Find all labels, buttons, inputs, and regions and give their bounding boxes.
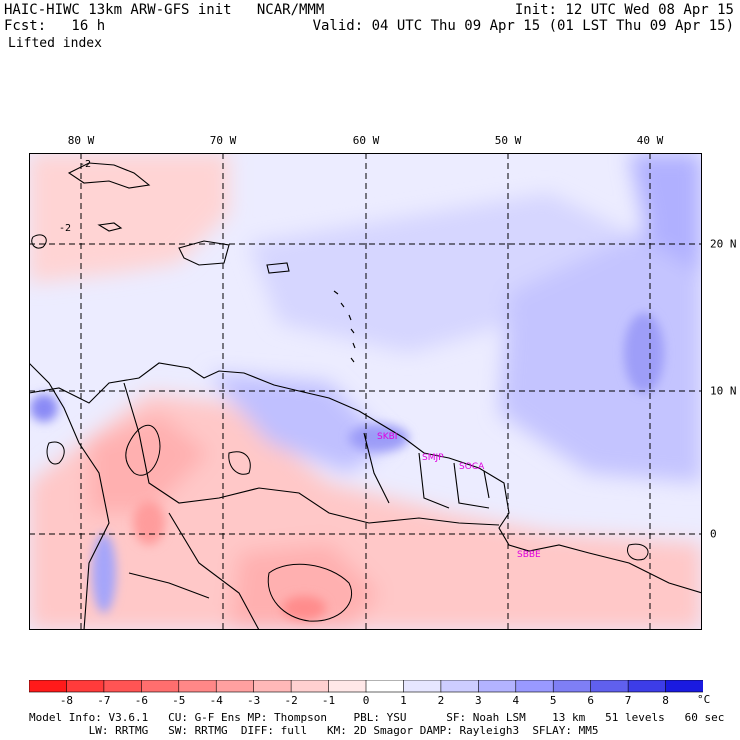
island-jamaica bbox=[97, 222, 123, 232]
colorbar-tick-label: -1 bbox=[321, 694, 336, 707]
colorbar-swatch bbox=[328, 680, 367, 693]
contour-nw bbox=[31, 234, 47, 249]
init-time: Init: 12 UTC Wed 08 Apr 15 bbox=[514, 2, 734, 18]
pacific-coast bbox=[29, 362, 110, 630]
colorbar-tick-label: 6 bbox=[587, 694, 594, 707]
field-negative-ne bbox=[629, 153, 702, 273]
colorbar-swatch bbox=[178, 680, 217, 693]
colorbar-swatch bbox=[478, 680, 517, 693]
border-lines-guianas bbox=[363, 432, 490, 509]
field-name: Lifted index bbox=[8, 36, 102, 51]
contour-label: -2 bbox=[79, 159, 91, 170]
colorbar bbox=[29, 680, 703, 693]
colorbar-swatch bbox=[215, 680, 255, 693]
colorbar-tick-label: -5 bbox=[172, 694, 186, 707]
station-labels: SKBI SMJP SOCA SBBE bbox=[377, 432, 541, 560]
contour-east-coast bbox=[627, 543, 649, 561]
lat-label-20n: 20 N bbox=[710, 237, 737, 251]
colorbar-tick-label: 3 bbox=[475, 694, 482, 707]
colorbar-unit: °C bbox=[697, 693, 711, 706]
lon-label-60w: 60 W bbox=[352, 134, 380, 147]
coastlines bbox=[29, 162, 702, 630]
station-sbbe: SBBE bbox=[517, 550, 541, 560]
colorbar-tick-label: -3 bbox=[247, 694, 261, 707]
colorbar-swatch bbox=[365, 680, 405, 693]
lon-label-70w: 70 W bbox=[209, 134, 237, 147]
field-positive-peak bbox=[282, 596, 326, 620]
field-strong-negative-pacific bbox=[30, 394, 58, 422]
field-positive-amazon bbox=[229, 543, 379, 630]
colorbar-tick-label: 2 bbox=[437, 694, 445, 707]
contour-lines bbox=[31, 234, 649, 622]
colorbar-swatch bbox=[290, 680, 330, 693]
colorbar-tick-label: -4 bbox=[209, 694, 223, 707]
south-america-coast bbox=[29, 362, 702, 594]
field-positive-colombia bbox=[133, 501, 165, 545]
field-negative-pacific-south bbox=[92, 533, 116, 613]
station-smjp: SMJP bbox=[422, 453, 444, 463]
islands-lesser-antilles bbox=[333, 290, 356, 363]
colorbar-tick-label: 5 bbox=[549, 694, 557, 707]
lifted-index-map: -2 -2 SKBI SMJP SOCA SBBE bbox=[29, 153, 702, 630]
contour-west bbox=[46, 441, 65, 465]
lon-label-40w: 40 W bbox=[636, 134, 664, 147]
contour-andes bbox=[125, 425, 161, 476]
colorbar-swatch bbox=[141, 680, 180, 693]
island-hispaniola bbox=[178, 240, 230, 266]
model-title: HAIC-HIWC 13km ARW-GFS init NCAR/MMM bbox=[4, 2, 325, 18]
colorbar-swatch bbox=[627, 680, 667, 693]
colorbar-swatch bbox=[515, 680, 554, 693]
colorbar-swatch bbox=[590, 680, 629, 693]
model-info-line1: Model Info: V3.6.1 CU: G-F Ens MP: Thomp… bbox=[29, 711, 725, 724]
field-strong-negative-guyana bbox=[349, 424, 409, 452]
map-frame bbox=[29, 153, 702, 630]
colorbar-tick-label: -7 bbox=[97, 694, 111, 707]
island-puerto-rico bbox=[266, 262, 290, 274]
graticule bbox=[29, 153, 702, 630]
field-strong-negative-atlantic bbox=[624, 313, 664, 393]
colorbar-swatch bbox=[403, 680, 442, 693]
valid-time: Valid: 04 UTC Thu 09 Apr 15 (01 LST Thu … bbox=[312, 18, 734, 34]
contour-label: -2 bbox=[59, 223, 71, 234]
forecast-hour: Fcst: 16 h bbox=[4, 18, 106, 34]
field-positive-nw bbox=[29, 153, 229, 283]
colorbar-swatch bbox=[552, 680, 592, 693]
colorbar-tick-label: 8 bbox=[662, 694, 669, 707]
lat-label-10n: 10 N bbox=[710, 384, 737, 398]
border-lines-south bbox=[128, 512, 260, 630]
colorbar-tick-label: -8 bbox=[59, 694, 74, 707]
colorbar-tick-label: 0 bbox=[362, 694, 370, 707]
colorbar-swatch bbox=[665, 680, 703, 693]
field-negative-venezuela bbox=[209, 373, 389, 473]
colorbar-swatch bbox=[29, 680, 68, 693]
contour-amazon bbox=[267, 563, 352, 622]
border-lines-north bbox=[123, 382, 500, 526]
map-panel: -2 -2 SKBI SMJP SOCA SBBE bbox=[29, 153, 702, 630]
lon-label-80w: 80 W bbox=[67, 134, 95, 147]
station-skbi: SKBI bbox=[377, 432, 397, 442]
colorbar-swatch bbox=[103, 680, 142, 693]
station-soca: SOCA bbox=[459, 462, 485, 472]
colorbar-tick-label: 7 bbox=[624, 694, 632, 707]
colorbar-swatch bbox=[253, 680, 292, 693]
field-positive-andes bbox=[89, 413, 209, 513]
colorbar-tick-label: -6 bbox=[134, 694, 148, 707]
lon-label-50w: 50 W bbox=[494, 134, 522, 147]
colorbar-swatch bbox=[440, 680, 479, 693]
colorbar-tick-label: 4 bbox=[512, 694, 520, 707]
field-negative-east bbox=[499, 203, 702, 483]
contour-venezuela-south bbox=[228, 451, 251, 475]
colorbar-tick-label: -2 bbox=[284, 694, 298, 707]
colorbar-tick-label: 1 bbox=[400, 694, 407, 707]
island-cuba bbox=[67, 162, 151, 189]
lat-label-0: 0 bbox=[710, 527, 717, 541]
model-info-line2: LW: RRTMG SW: RRTMG DIFF: full KM: 2D Sm… bbox=[29, 724, 599, 737]
colorbar-swatch bbox=[66, 680, 105, 693]
